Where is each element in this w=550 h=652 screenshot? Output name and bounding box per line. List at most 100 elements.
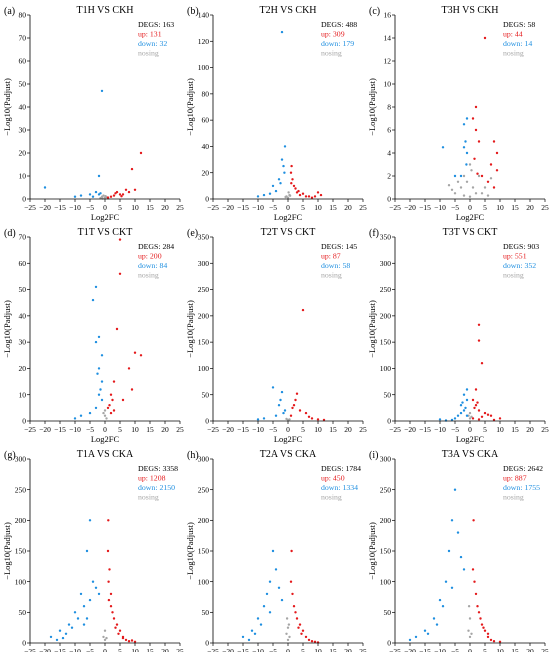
data-point-up bbox=[486, 180, 490, 183]
y-tick-label: 200 bbox=[198, 311, 210, 320]
x-tick-label: 5 bbox=[483, 647, 487, 652]
y-tick-label: 200 bbox=[198, 516, 210, 525]
data-point-down bbox=[277, 404, 281, 407]
data-point-down bbox=[55, 638, 59, 642]
y-tick-label: 50 bbox=[202, 608, 210, 617]
data-point-up bbox=[476, 172, 479, 175]
x-tick-label: 0 bbox=[103, 425, 107, 434]
panel-title: T3T VS CKT bbox=[443, 227, 498, 238]
data-point-up bbox=[486, 413, 490, 416]
panel-title: T1A VS CKA bbox=[77, 449, 134, 460]
data-point-down bbox=[414, 635, 418, 639]
data-point-up bbox=[471, 117, 475, 120]
data-point-up bbox=[295, 392, 299, 395]
data-point-up bbox=[109, 393, 113, 396]
x-tick-label: 20 bbox=[161, 647, 169, 652]
y-tick-label: 100 bbox=[198, 63, 210, 72]
y-tick-label: 80 bbox=[19, 11, 27, 20]
data-point-down bbox=[282, 411, 285, 415]
data-point-up bbox=[121, 398, 125, 402]
data-point-up bbox=[301, 629, 305, 632]
volcano-panel: −25 −20 −15 −10 −5 0 5 10 15 20 250501001502002503… bbox=[185, 449, 367, 652]
data-point-down bbox=[88, 519, 92, 522]
data-point-up bbox=[316, 418, 320, 421]
data-point-up bbox=[298, 409, 302, 412]
series-down bbox=[73, 285, 104, 420]
data-point-down bbox=[426, 632, 430, 635]
y-axis-label: −Log10(Padjust) bbox=[367, 78, 377, 136]
data-point-up bbox=[492, 640, 496, 643]
data-point-up bbox=[477, 611, 481, 614]
y-tick-label: 150 bbox=[380, 338, 392, 347]
x-tick-label: 5 bbox=[301, 425, 305, 434]
data-point-up bbox=[480, 362, 484, 365]
x-tick-label: 25 bbox=[359, 647, 367, 652]
y-tick-label: 300 bbox=[198, 259, 210, 268]
data-point-up bbox=[473, 406, 476, 410]
x-tick-label: −10 bbox=[434, 425, 446, 434]
data-point-up bbox=[120, 195, 123, 198]
volcano-panel: −25 −20 −15 −10 −5 0 5 10 15 20 25 0 10 20 30 40 50 60 70(… bbox=[2, 227, 184, 444]
data-point-down bbox=[88, 411, 92, 415]
data-point-down bbox=[277, 178, 281, 181]
x-tick-label: 0 bbox=[468, 203, 472, 212]
y-axis-label: −Log10(Padjust) bbox=[2, 300, 12, 358]
data-point-up bbox=[130, 167, 134, 171]
legend-entry: DEGS: 2642 bbox=[503, 464, 543, 473]
x-tick-label: 5 bbox=[483, 425, 487, 434]
series-nosing bbox=[447, 163, 493, 198]
series-up bbox=[289, 164, 323, 199]
x-tick-label: −5 bbox=[451, 425, 459, 434]
legend-entry: DEGS: 903 bbox=[503, 242, 539, 251]
x-tick-label: 5 bbox=[118, 203, 122, 212]
x-tick-label: 0 bbox=[286, 203, 290, 212]
data-point-up bbox=[322, 418, 326, 422]
data-point-down bbox=[280, 598, 284, 602]
x-tick-label: 25 bbox=[359, 425, 367, 434]
x-tick-label: 10 bbox=[314, 425, 322, 434]
x-tick-label: 20 bbox=[526, 203, 534, 212]
panel-label: (e) bbox=[187, 228, 198, 239]
data-point-up bbox=[121, 193, 125, 196]
data-point-nosing bbox=[288, 194, 292, 197]
data-point-nosing bbox=[459, 186, 463, 189]
y-tick-label: 200 bbox=[15, 516, 27, 525]
x-tick-label: −20 bbox=[222, 425, 234, 434]
data-point-up bbox=[471, 398, 475, 402]
data-point-up bbox=[124, 638, 128, 642]
data-point-nosing bbox=[468, 163, 472, 166]
data-point-nosing bbox=[456, 180, 460, 183]
data-point-up bbox=[474, 128, 478, 132]
data-point-down bbox=[94, 406, 98, 410]
data-point-up bbox=[474, 388, 478, 391]
x-tick-label: 25 bbox=[176, 203, 184, 212]
x-tick-label: −25 bbox=[207, 203, 219, 212]
x-tick-label: 20 bbox=[161, 203, 169, 212]
panel-label: (f) bbox=[369, 228, 379, 239]
y-tick-label: 100 bbox=[198, 577, 210, 586]
x-tick-label: 20 bbox=[161, 425, 169, 434]
x-tick-label: 0 bbox=[103, 203, 107, 212]
data-point-down bbox=[423, 629, 427, 632]
data-point-down bbox=[241, 635, 245, 639]
data-point-down bbox=[262, 417, 266, 420]
data-point-up bbox=[106, 549, 110, 553]
data-point-down bbox=[82, 605, 86, 608]
x-tick-label: −5 bbox=[451, 647, 459, 652]
data-point-up bbox=[133, 188, 137, 191]
x-tick-label: −15 bbox=[419, 647, 431, 652]
data-point-up bbox=[474, 404, 478, 407]
data-point-down bbox=[88, 193, 92, 196]
series-up bbox=[106, 151, 143, 199]
legend-entry: DEGS: 284 bbox=[138, 242, 174, 251]
data-point-down bbox=[465, 388, 469, 391]
data-point-up bbox=[307, 195, 311, 198]
data-point-down bbox=[277, 586, 281, 589]
x-tick-label: 0 bbox=[286, 647, 290, 652]
x-tick-label: −20 bbox=[404, 647, 416, 652]
data-point-up bbox=[307, 638, 311, 642]
y-tick-label: 0 bbox=[22, 417, 26, 426]
data-point-up bbox=[474, 105, 478, 109]
x-tick-label: 25 bbox=[176, 425, 184, 434]
x-tick-label: −15 bbox=[419, 203, 431, 212]
